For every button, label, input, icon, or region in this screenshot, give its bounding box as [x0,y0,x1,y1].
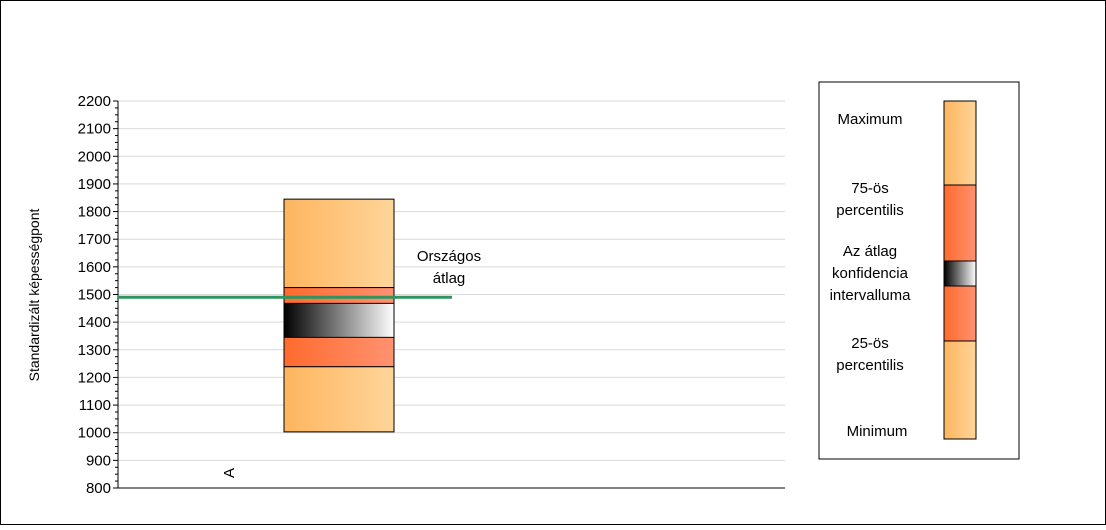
legend-swatch-ci [943,260,977,287]
legend-swatch-max [943,100,977,186]
y-tick-label: 1800 [78,204,111,221]
legend-label-ci: konfidencia [832,265,909,282]
x-category-label: A [221,468,238,478]
legend-label-minimum: Minimum [847,423,908,440]
y-axis-label: Standardizált képességpont [26,209,42,382]
legend-label-ci: Az átlag [843,243,897,260]
y-tick-label: 2200 [78,93,111,110]
legend-label-p25: 25-ös [851,335,889,352]
legend-label-maximum: Maximum [837,111,902,128]
box-lower-whisker-segment [283,366,395,433]
reference-line-group: Országos átlag [118,248,481,299]
legend-label-p25: percentilis [836,357,904,374]
legend-swatch-min [943,340,977,440]
gridlines [118,100,785,461]
reference-line-label: Országos [417,248,481,265]
y-tick-label: 1100 [79,397,111,414]
legend-swatch-bar [943,100,977,440]
y-tick-label: 2100 [78,121,111,138]
x-axis-categories: A [221,468,238,478]
legend-label-ci: intervalluma [830,287,912,304]
reference-line-label: átlag [433,270,466,287]
legend-label-p75: 75-ös [851,180,889,197]
box-upper-whisker-segment [283,198,395,289]
box-confidence-interval [283,302,395,338]
legend-frame [818,81,1020,460]
y-tick-label: 1900 [78,176,111,193]
y-tick-label: 2000 [78,148,111,165]
y-tick-label: 1000 [78,425,111,442]
box-series [283,198,395,433]
y-axis: 800 900 1000 1100 1200 1300 1400 1500 1600 1700 18… [78,93,785,497]
y-tick-label: 1400 [78,314,111,331]
legend-swatch-p25 [943,285,977,342]
legend-swatch-p75 [943,184,977,262]
y-tick-label: 900 [86,452,111,469]
y-tick-label: 1200 [78,369,111,386]
y-tick-label: 1700 [78,231,111,248]
y-tick-label: 800 [86,480,111,497]
y-tick-label: 1500 [78,287,111,304]
y-tick-label: 1600 [78,259,111,276]
legend: Maximum 75-ös percentilis Az átlag konfi… [818,81,1020,460]
legend-label-p75: percentilis [836,202,904,219]
y-tick-label: 1300 [78,342,111,359]
